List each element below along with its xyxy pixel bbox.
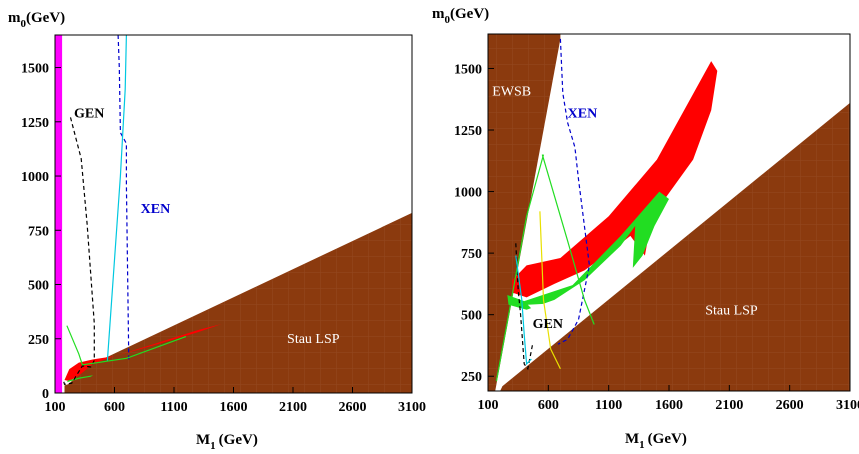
left-curve-2 — [106, 35, 127, 361]
left-x-tick-label-6: 3100 — [398, 400, 426, 415]
right-regions — [488, 34, 850, 391]
left-y-axis-label: m0(GeV) — [8, 10, 65, 30]
right-curve-2 — [541, 154, 595, 325]
right-region-texture-1 — [500, 102, 850, 391]
left-annotation-0: GEN — [74, 106, 104, 121]
left-annotations: GEN XEN Stau LSP — [74, 106, 340, 347]
right-x-tick-label-3: 1600 — [655, 398, 683, 413]
left-annotation-1: XEN — [141, 202, 171, 217]
left-curve-0 — [62, 117, 95, 385]
right-ticks: 100 600 1100 1600 2100 2600 3100 250 500 750 1000 1… — [454, 62, 859, 413]
left-y-tick-label-3: 750 — [28, 224, 49, 239]
left-x-tick-label-5: 2600 — [339, 400, 367, 415]
left-x-axis-label: M1 (GeV) — [196, 432, 258, 452]
right-y-tick-label-4: 1250 — [454, 124, 482, 139]
left-y-tick-label-4: 1000 — [21, 170, 49, 185]
left-y-tick-label-1: 250 — [28, 333, 49, 348]
left-x-tick-label-1: 600 — [104, 400, 125, 415]
left-curve-3 — [66, 325, 187, 366]
right-annotation-3: Stau LSP — [705, 304, 758, 319]
left-y-tick-label-5: 1250 — [21, 116, 49, 131]
left-y-tick-label-2: 500 — [28, 279, 49, 294]
left-region-texture-0 — [64, 212, 412, 393]
left-region-3 — [66, 375, 94, 383]
right-x-tick-label-6: 3100 — [836, 398, 859, 413]
right-y-tick-label-5: 1500 — [454, 62, 482, 77]
right-curve-0 — [557, 38, 591, 345]
left-ticks: 100 600 1100 1600 2100 2600 3100 0 250 500 750 1000… — [21, 62, 426, 415]
right-annotation-0: EWSB — [492, 85, 531, 100]
left-x-tick-label-4: 2100 — [279, 400, 307, 415]
right-annotation-2: GEN — [533, 317, 563, 332]
right-curves — [495, 38, 595, 382]
right-annotation-1: XEN — [568, 107, 598, 122]
right-region-texture-0 — [488, 34, 561, 391]
right-x-tick-label-5: 2600 — [776, 398, 804, 413]
right-curve-5 — [539, 211, 561, 370]
left-x-tick-label-3: 1600 — [220, 400, 248, 415]
right-region-4 — [527, 243, 633, 320]
right-region-3 — [507, 191, 669, 310]
chart-right: 100 600 1100 1600 2100 2600 3100 250 500 750 1000 1… — [432, 6, 859, 451]
right-y-tick-label-1: 500 — [461, 309, 482, 324]
right-x-axis-label: M1 (GeV) — [625, 431, 687, 451]
right-y-tick-label-3: 1000 — [454, 186, 482, 201]
left-x-tick-label-2: 1100 — [160, 400, 187, 415]
right-annotations: EWSB XEN GEN Stau LSP — [492, 85, 758, 333]
right-y-tick-label-0: 250 — [461, 370, 482, 385]
left-region-1 — [55, 35, 63, 393]
right-curve-4 — [515, 255, 532, 366]
right-x-tick-label-0: 100 — [478, 398, 499, 413]
right-x-tick-label-4: 2100 — [715, 398, 743, 413]
left-curve-1 — [117, 35, 130, 361]
left-y-tick-label-0: 0 — [42, 387, 49, 402]
left-x-tick-label-0: 100 — [45, 400, 66, 415]
right-x-tick-label-2: 1100 — [595, 398, 622, 413]
left-y-tick-label-6: 1500 — [21, 62, 49, 77]
right-region-2 — [512, 61, 718, 298]
chart-left: 100 600 1100 1600 2100 2600 3100 0 250 500 750 1000… — [8, 10, 426, 452]
right-curve-3 — [495, 154, 545, 382]
left-annotation-2: Stau LSP — [287, 332, 340, 347]
left-curves — [62, 35, 187, 385]
left-regions — [55, 35, 412, 393]
right-y-tick-label-2: 750 — [461, 247, 482, 262]
right-x-tick-label-1: 600 — [538, 398, 559, 413]
right-y-axis-label: m0(GeV) — [432, 6, 489, 26]
